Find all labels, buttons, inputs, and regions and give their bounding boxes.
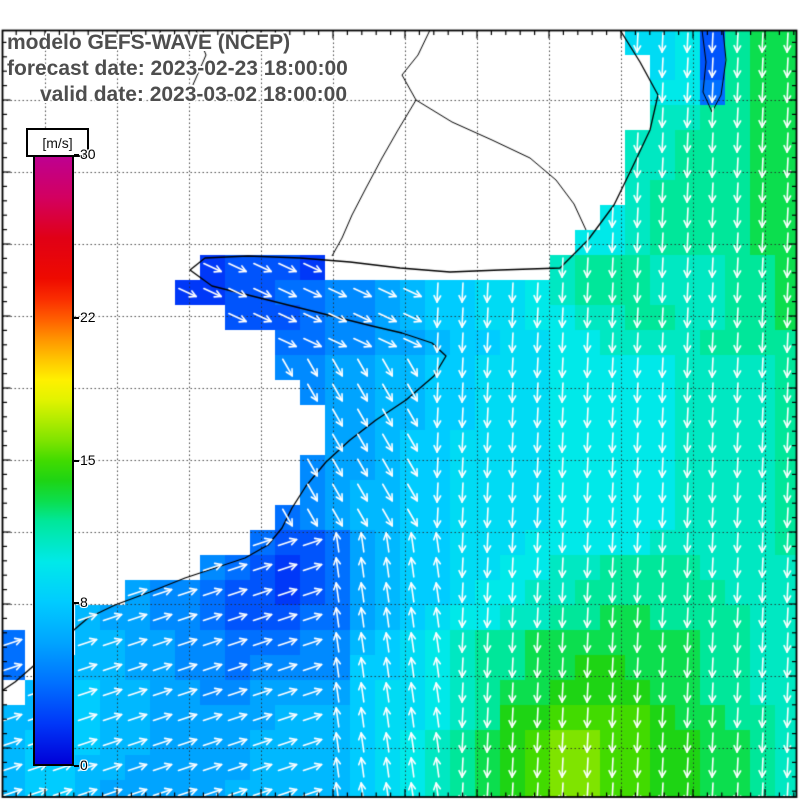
colorbar-tick-mark	[74, 316, 79, 319]
colorbar-gradient	[33, 155, 74, 766]
title-block: modelo GEFS-WAVE (NCEP) forecast date: 2…	[7, 30, 348, 108]
colorbar-tick-label: 30	[80, 146, 96, 162]
model-title: modelo GEFS-WAVE (NCEP)	[7, 31, 291, 54]
colorbar-tick-label: 0	[80, 757, 88, 773]
colorbar-tick-mark	[74, 459, 79, 462]
colorbar-tick-mark	[74, 765, 79, 767]
colorbar-tick-label: 15	[80, 451, 96, 468]
colorbar-unit-label: [m/s]	[26, 128, 89, 157]
colorbar-tick-mark	[74, 602, 79, 605]
colorbar-tick-mark	[74, 154, 79, 156]
colorbar-tick-label: 22	[80, 308, 96, 325]
valid-date: valid date: 2023-03-02 18:00:00	[40, 83, 348, 106]
colorbar-tick-label: 8	[80, 594, 88, 611]
forecast-date: forecast date: 2023-02-23 18:00:00	[7, 57, 348, 80]
